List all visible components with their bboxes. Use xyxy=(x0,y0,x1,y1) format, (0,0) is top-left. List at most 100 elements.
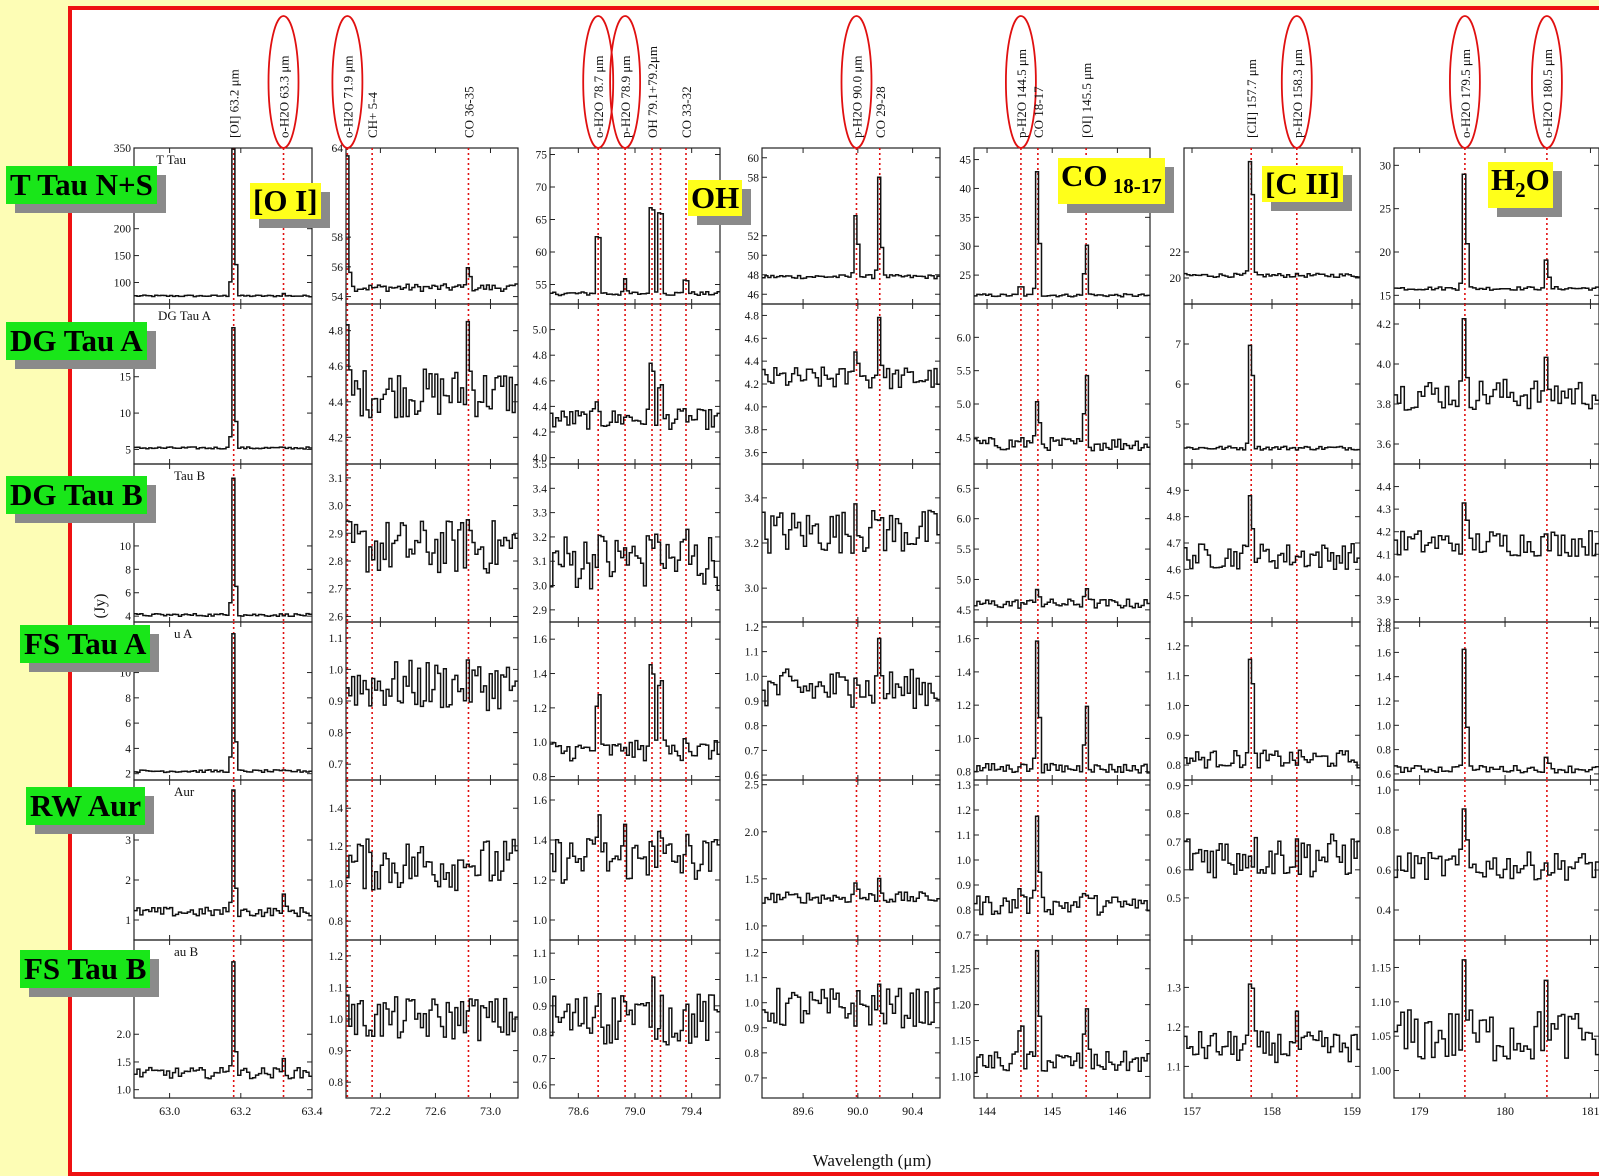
y-tick-label: 0.8 xyxy=(533,1027,548,1039)
spectrum-series xyxy=(1184,344,1360,451)
spectrum-series xyxy=(762,316,940,390)
panel-source-name: T Tau xyxy=(156,152,187,167)
panel-frame xyxy=(133,779,313,941)
spectrum-series xyxy=(134,961,312,1080)
y-tick-label: 0.8 xyxy=(329,916,344,928)
y-tick-label: 6.0 xyxy=(957,514,972,526)
y-tick-label: 200 xyxy=(114,224,132,236)
x-tick-label: 158 xyxy=(1263,1104,1281,1118)
y-tick-label: 3.1 xyxy=(329,473,344,485)
y-tick-label: 1.4 xyxy=(957,667,972,679)
y-tick-label: 4.1 xyxy=(1377,549,1392,561)
y-tick-label: 1.1 xyxy=(957,830,972,842)
line-label-circle xyxy=(582,15,615,149)
line-labels: [OI] 63.2 μm o-H2O 63.3 μm o-H2O 71.9 μm CH… xyxy=(227,15,1563,149)
line-label: p-H2O 78.9 μm xyxy=(618,56,633,138)
x-tick-label: 179 xyxy=(1411,1104,1429,1118)
spectrum-panel-r5-c6: 0.5 0.6 0.7 0.8 0.9 xyxy=(1167,779,1361,941)
y-tick-label: 100 xyxy=(114,277,132,289)
spectrum-panel-r6-c7: 1.00 1.05 1.10 1.15 179 180 181 xyxy=(1371,939,1599,1118)
panel-frame xyxy=(973,621,1151,781)
panel-frame xyxy=(973,939,1151,1099)
spectrum-panel-r3-c3: 2.9 3.0 3.1 3.2 3.3 3.4 3.5 xyxy=(533,459,721,623)
y-tick-label: 2.9 xyxy=(329,528,344,540)
spectrum-panel-r1-c3: 55 60 65 70 75 xyxy=(536,147,721,305)
y-tick-label: 4.5 xyxy=(1167,591,1182,603)
y-tick-label: 1.10 xyxy=(1371,997,1391,1009)
spectrum-series xyxy=(974,815,1150,916)
panel-source-name: Tau B xyxy=(174,468,206,483)
spectrum-series xyxy=(1394,808,1599,881)
source-label-t-tau: T Tau N+S xyxy=(6,166,157,204)
y-tick-label: 4.7 xyxy=(1167,538,1182,550)
y-tick-label: 5.5 xyxy=(957,544,972,556)
spectrum-panel-r3-c4: 3.0 3.2 3.4 xyxy=(745,463,941,623)
spectrum-series xyxy=(762,176,940,280)
line-label: p-H2O 90.0 μm xyxy=(850,56,865,138)
y-tick-label: 20 xyxy=(1170,273,1182,285)
y-tick-label: 46 xyxy=(748,289,760,301)
y-tick-label: 1 xyxy=(125,915,131,927)
y-tick-label: 1.2 xyxy=(1167,1022,1182,1034)
spectrum-series xyxy=(762,503,940,554)
line-label: o-H2O 179.5 μm xyxy=(1458,49,1473,138)
y-tick-label: 4.8 xyxy=(1167,512,1182,524)
y-tick-label: 1.3 xyxy=(1167,982,1182,994)
y-tick-label: 2.8 xyxy=(329,556,344,568)
y-tick-label: 1.2 xyxy=(533,875,548,887)
spectrum-panel-r3-c5: 4.5 5.0 5.5 6.0 6.5 xyxy=(957,463,1151,623)
spectrum-panel-r6-c6: 1.1 1.2 1.3 157 158 159 xyxy=(1167,939,1361,1118)
source-label-rw-aur: RW Aur xyxy=(26,787,146,825)
y-tick-label: 65 xyxy=(536,215,548,227)
spectrum-series xyxy=(134,477,312,618)
y-tick-label: 1.2 xyxy=(957,700,972,712)
spectrum-panel-r2-c6: 5 6 7 xyxy=(1175,303,1361,465)
line-label-circle xyxy=(1280,15,1313,149)
y-tick-label: 25 xyxy=(960,270,972,282)
y-tick-label: 1.1 xyxy=(1167,671,1182,683)
y-tick-label: 75 xyxy=(536,150,548,162)
y-tick-label: 10 xyxy=(120,408,132,420)
line-label: OH 79.1+79.2μm xyxy=(645,46,660,138)
y-tick-label: 0.8 xyxy=(329,728,344,740)
panel-frame xyxy=(549,303,721,465)
y-tick-label: 1.15 xyxy=(951,1036,971,1048)
panel-frame xyxy=(1183,303,1361,465)
x-tick-label: 79.0 xyxy=(625,1104,646,1118)
y-tick-label: 15 xyxy=(1380,290,1392,302)
line-label: CH+ 5-4 xyxy=(365,92,380,138)
y-tick-label: 10 xyxy=(120,668,132,680)
y-tick-label: 1.1 xyxy=(745,647,760,659)
y-axis-title: (Jy) xyxy=(92,594,109,619)
species-label-cii: [C II] xyxy=(1262,166,1343,202)
panel-source-name: u A xyxy=(174,626,193,641)
y-tick-label: 58 xyxy=(748,172,760,184)
panel-frame xyxy=(133,463,313,623)
spectrum-row-2: 5 10 15 DG Tau A 4.2 4.4 4.6 4.8 4.0 4.2 4.4 4.6 4.8… xyxy=(120,303,1599,465)
y-tick-label: 4.0 xyxy=(1377,572,1392,584)
x-tick-label: 63.0 xyxy=(159,1104,180,1118)
y-tick-label: 1.5 xyxy=(745,874,760,886)
line-label: CO 29-28 xyxy=(873,86,888,138)
spectrum-series xyxy=(1394,648,1599,774)
y-tick-label: 3.6 xyxy=(1377,439,1392,451)
line-label-circle xyxy=(840,15,873,149)
panel-frame xyxy=(1393,463,1599,623)
y-tick-label: 0.4 xyxy=(1377,905,1392,917)
spectrum-series xyxy=(762,983,940,1029)
spectrum-series xyxy=(1184,160,1360,279)
y-tick-label: 3.8 xyxy=(745,425,760,437)
spectrum-series xyxy=(346,659,518,712)
x-tick-label: 145 xyxy=(1043,1104,1061,1118)
y-tick-label: 1.05 xyxy=(1371,1031,1391,1043)
y-tick-label: 1.0 xyxy=(745,921,760,933)
y-tick-label: 1.1 xyxy=(329,633,344,645)
species-label-h2o: H2O xyxy=(1488,162,1553,209)
y-tick-label: 0.9 xyxy=(957,880,972,892)
y-tick-label: 1.4 xyxy=(533,835,548,847)
x-tick-label: 159 xyxy=(1343,1104,1361,1118)
line-label: o-H2O 71.9 μm xyxy=(340,56,355,138)
line-label: [CII] 157.7 μm xyxy=(1244,59,1259,138)
y-tick-label: 1.1 xyxy=(1167,1061,1182,1073)
panel-frame xyxy=(1393,939,1599,1099)
